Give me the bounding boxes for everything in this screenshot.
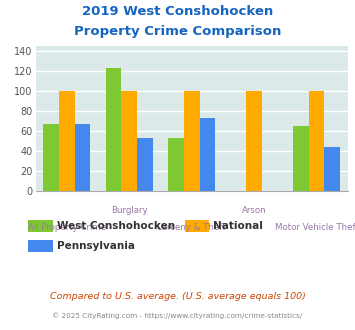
Text: 2019 West Conshohocken: 2019 West Conshohocken: [82, 5, 273, 18]
Bar: [246, 91, 262, 191]
Text: Burglary: Burglary: [111, 206, 148, 215]
Text: Property Crime Comparison: Property Crime Comparison: [74, 25, 281, 38]
Bar: [184, 91, 200, 191]
Bar: [293, 126, 309, 191]
Bar: [106, 68, 121, 191]
Text: National: National: [213, 221, 263, 231]
Bar: [324, 147, 340, 191]
Text: All Property Crime: All Property Crime: [28, 223, 106, 232]
Text: © 2025 CityRating.com - https://www.cityrating.com/crime-statistics/: © 2025 CityRating.com - https://www.city…: [53, 312, 302, 318]
Text: Arson: Arson: [242, 206, 267, 215]
Bar: [59, 91, 75, 191]
Text: Motor Vehicle Theft: Motor Vehicle Theft: [275, 223, 355, 232]
Text: Larceny & Theft: Larceny & Theft: [157, 223, 226, 232]
Bar: [137, 138, 153, 191]
Bar: [309, 91, 324, 191]
Bar: [121, 91, 137, 191]
Bar: [168, 138, 184, 191]
Bar: [200, 118, 215, 191]
Text: Pennsylvania: Pennsylvania: [57, 241, 135, 251]
Bar: [43, 124, 59, 191]
Text: West Conshohocken: West Conshohocken: [57, 221, 175, 231]
Text: Compared to U.S. average. (U.S. average equals 100): Compared to U.S. average. (U.S. average …: [50, 292, 305, 301]
Bar: [75, 124, 90, 191]
